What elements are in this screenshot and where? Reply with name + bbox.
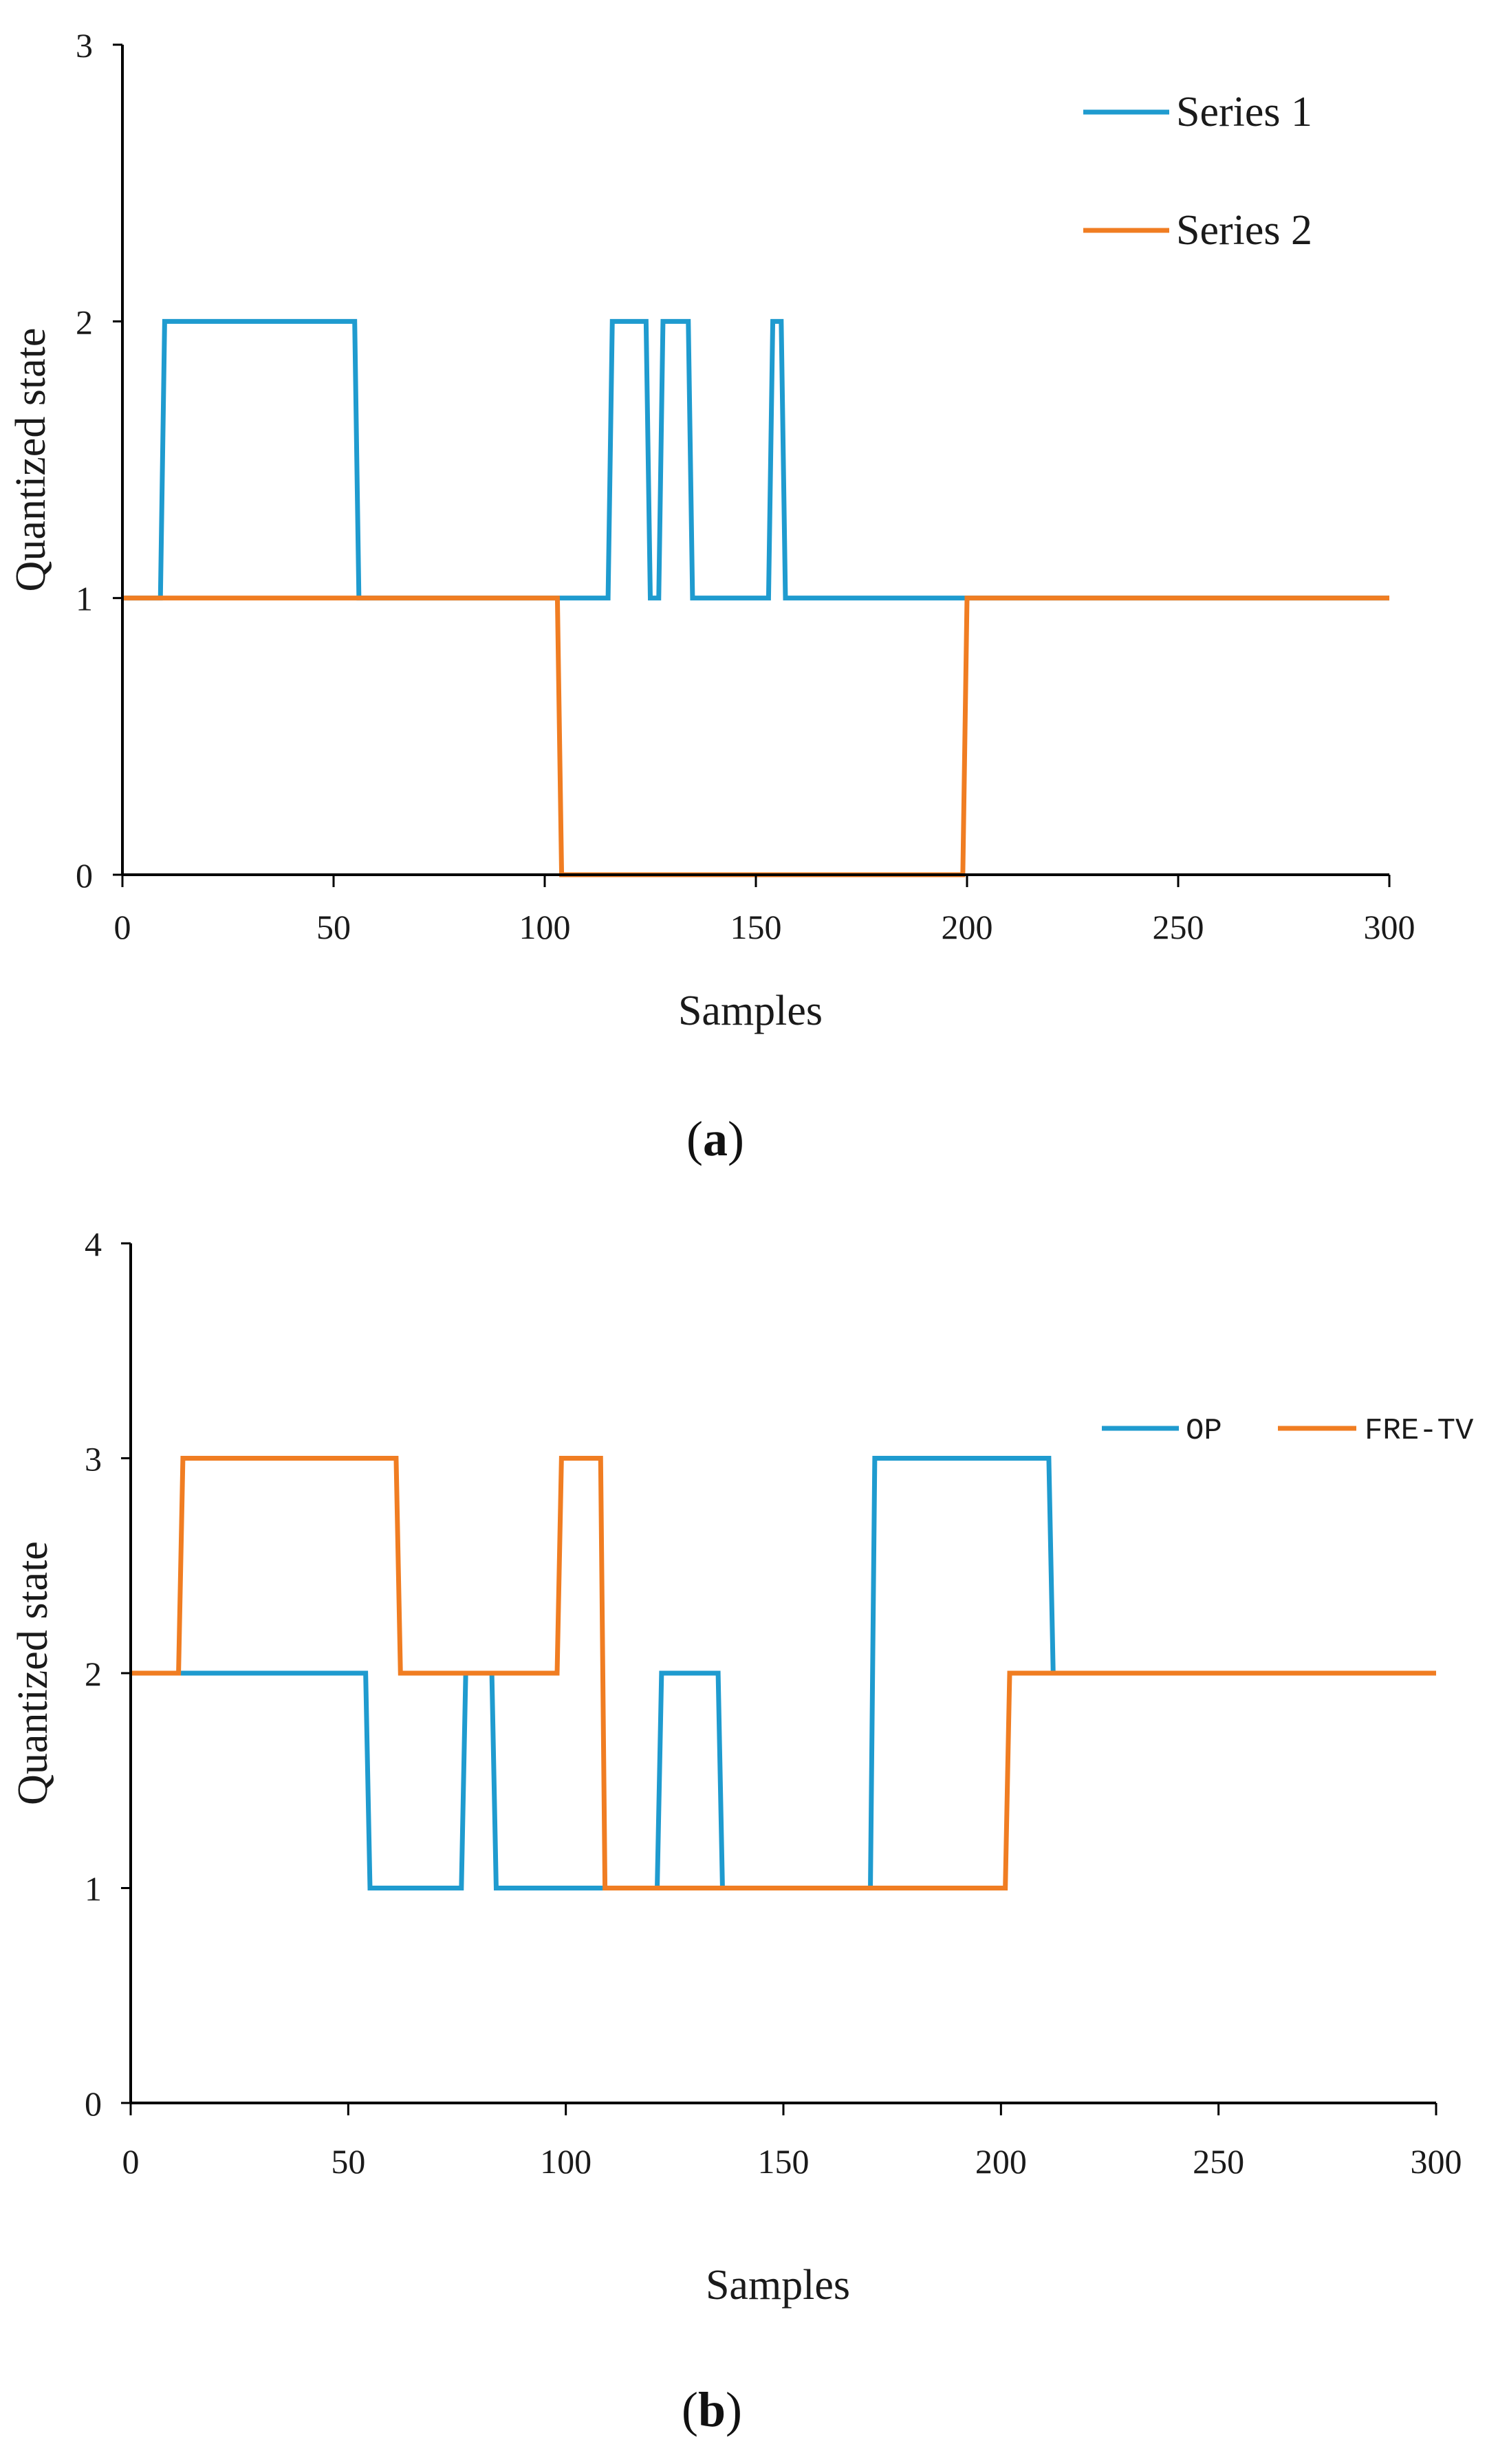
panel-caption-b: (b) <box>682 2382 742 2437</box>
y-tick-label-a-2: 2 <box>76 303 93 341</box>
series-layer-b <box>131 1456 1436 1890</box>
axes-a <box>121 45 1389 876</box>
caption-b-close: ) <box>726 2382 742 2437</box>
y-tick-label-a-0: 0 <box>76 856 93 895</box>
x-tick-label-a-250: 250 <box>1153 908 1204 946</box>
y-tick-label-b-3: 3 <box>85 1440 102 1479</box>
x-tick-label-a-50: 50 <box>316 908 351 946</box>
y-tick-label-b-4: 4 <box>85 1225 102 1263</box>
series-line-a-series-1 <box>122 318 1389 601</box>
x-tick-label-a-100: 100 <box>519 908 571 946</box>
caption-b-letter: b <box>698 2382 726 2437</box>
x-tick-label-b-150: 150 <box>758 2142 810 2181</box>
legend-label-a-series-1: Series 1 <box>1176 89 1312 135</box>
x-tick-label-a-200: 200 <box>942 908 993 946</box>
y-tick-label-a-3: 3 <box>76 26 93 65</box>
chart-panel-a: 0 50 100 150 200 250 300 0 1 2 3 Samples Quantized… <box>8 26 1415 1034</box>
x-tick-label-b-100: 100 <box>540 2142 591 2181</box>
y-axis-title-b: Quantized state <box>10 1541 56 1805</box>
y-tick-label-a-1: 1 <box>76 580 93 618</box>
ticks-b: 0 50 100 150 200 250 300 0 1 2 3 4 <box>85 1225 1462 2181</box>
panel-caption-a: (a) <box>686 1111 744 1166</box>
series-line-a-series-2 <box>122 596 1389 877</box>
y-axis-title-a: Quantized state <box>8 328 54 592</box>
x-tick-label-b-0: 0 <box>122 2142 140 2181</box>
x-tick-label-b-200: 200 <box>975 2142 1027 2181</box>
y-tick-label-b-1: 1 <box>85 1870 102 1908</box>
caption-a-letter: a <box>703 1111 728 1166</box>
x-tick-label-a-150: 150 <box>730 908 782 946</box>
ticks-a: 0 50 100 150 200 250 300 0 1 2 3 <box>76 26 1415 946</box>
x-tick-label-a-300: 300 <box>1364 908 1415 946</box>
x-tick-label-b-50: 50 <box>331 2142 365 2181</box>
x-tick-label-b-250: 250 <box>1193 2142 1244 2181</box>
series-line-b-op <box>131 1456 1436 1890</box>
legend-a: Series 1 Series 2 <box>1083 89 1312 254</box>
series-layer-a <box>122 318 1389 877</box>
chart-panel-b: 0 50 100 150 200 250 300 0 1 2 3 4 Samples Quantize… <box>10 1225 1474 2309</box>
x-axis-title-a: Samples <box>678 988 823 1034</box>
x-axis-title-b: Samples <box>706 2262 850 2309</box>
y-tick-label-b-2: 2 <box>85 1655 102 1693</box>
y-tick-label-b-0: 0 <box>85 2084 102 2123</box>
caption-a-close: ) <box>728 1111 744 1166</box>
legend-label-a-series-2: Series 2 <box>1176 207 1312 254</box>
x-tick-label-b-300: 300 <box>1411 2142 1462 2181</box>
caption-b-open: ( <box>682 2382 698 2437</box>
x-tick-label-a-0: 0 <box>114 908 131 946</box>
caption-a-open: ( <box>686 1111 703 1166</box>
legend-label-b-fre-tv: FRE-TV <box>1365 1414 1474 1448</box>
legend-label-b-op: OP <box>1186 1414 1222 1448</box>
legend-b: OP FRE-TV <box>1102 1414 1474 1448</box>
series-line-b-fre-tv <box>131 1456 1436 1890</box>
